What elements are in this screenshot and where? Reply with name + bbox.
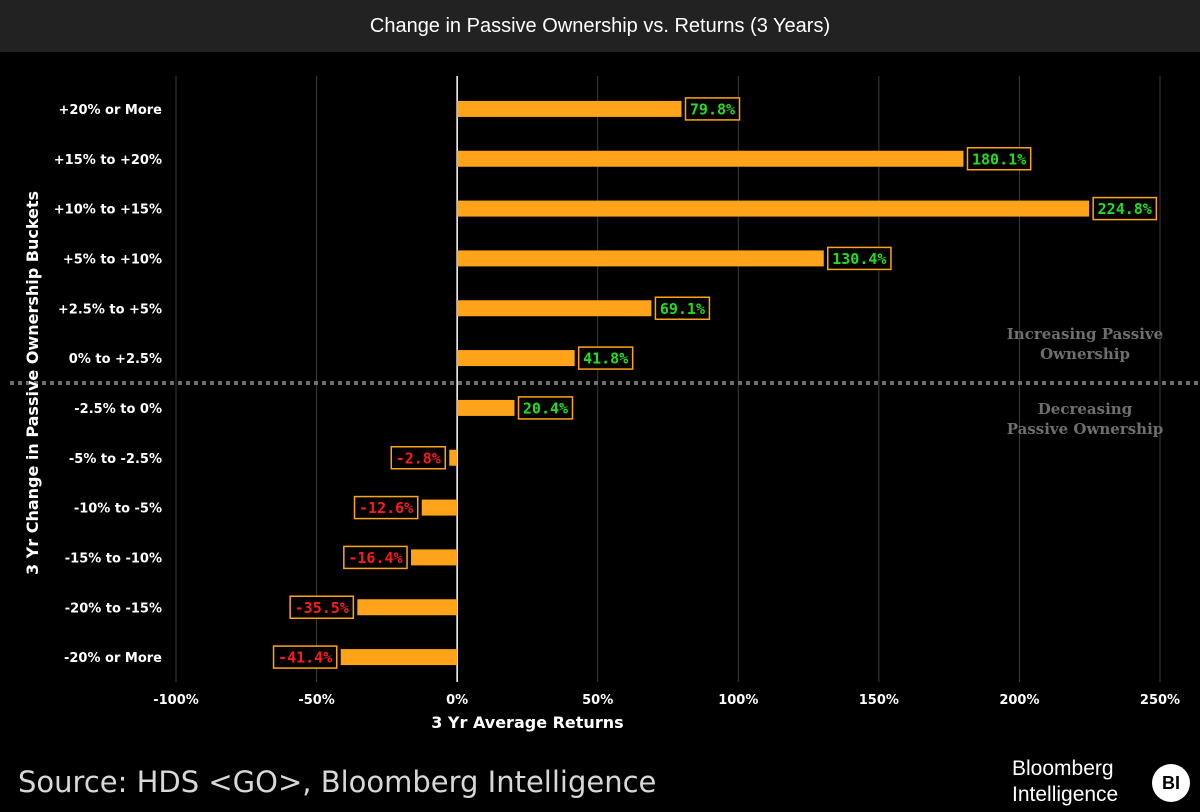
grid-lines [175, 76, 1161, 682]
x-tick-label: -100% [153, 693, 199, 708]
data-label: -35.5% [295, 599, 349, 617]
chart-title: Change in Passive Ownership vs. Returns … [369, 14, 831, 37]
logo-badge: BI [1152, 764, 1190, 802]
x-tick-label: -50% [298, 693, 335, 708]
x-tick-label: 200% [999, 693, 1039, 708]
x-tick-label: 250% [1140, 693, 1180, 708]
annotation-decreasing-passive-ownership: Decreasing Passive Ownership [1007, 400, 1164, 438]
bar [457, 150, 964, 167]
bar [357, 599, 458, 616]
data-label-box [654, 296, 711, 320]
data-label-box [577, 346, 634, 370]
data-label-box [289, 595, 355, 619]
logo-line-1: Bloomberg [1012, 757, 1114, 780]
x-tick-label: 50% [582, 693, 613, 708]
data-label-box [272, 645, 338, 669]
y-tick-label: -20% or More [64, 651, 162, 666]
logo-text: Bloomberg Intelligence [1012, 756, 1118, 808]
x-tick-labels: -100% -50% 0% 50% 100% 150% 200% 250% [153, 693, 1180, 708]
bar [457, 300, 652, 317]
data-label: 180.1% [972, 150, 1026, 168]
x-axis-title: 3 Yr Average Returns [431, 713, 623, 732]
bar [457, 350, 575, 367]
chart-title-bar: Change in Passive Ownership vs. Returns … [0, 0, 1200, 52]
data-label: 130.4% [832, 250, 886, 268]
y-tick-label: -10% to -5% [74, 502, 162, 517]
data-labels: 79.8% 180.1% 224.8% 130.4% 69.1% 41.8% 20.4% -2… [272, 97, 1158, 669]
bar [421, 499, 458, 516]
data-label-box [517, 396, 574, 420]
y-tick-label: +15% to +20% [54, 153, 162, 168]
data-label: 224.8% [1098, 200, 1152, 218]
chart-area: +20% or More +15% to +20% +10% to +15% +5% … [10, 66, 1200, 756]
data-label: 20.4% [523, 399, 568, 417]
annotation-increasing-passive-ownership: Increasing Passive Ownership [1007, 325, 1163, 363]
bar [457, 250, 824, 267]
y-tick-label: +10% to +15% [54, 203, 162, 218]
annotations: Increasing Passive Ownership Decreasing Pa… [1007, 325, 1164, 438]
x-tick-label: 100% [718, 693, 758, 708]
data-label: 41.8% [583, 350, 628, 368]
bar [340, 649, 458, 666]
data-label-box [390, 446, 447, 470]
bar [411, 549, 458, 566]
bars [340, 100, 1090, 666]
bar [449, 449, 458, 466]
bar-chart: +20% or More +15% to +20% +10% to +15% +5% … [10, 76, 1200, 732]
y-axis-title: 3 Yr Change in Passive Ownership Buckets [23, 191, 42, 575]
data-label: -41.4% [278, 649, 332, 667]
bloomberg-intelligence-logo: Bloomberg Intelligence BI [1012, 756, 1192, 810]
data-label: -16.4% [348, 549, 402, 567]
logo-line-2: Intelligence [1012, 783, 1119, 806]
data-label: 69.1% [660, 300, 705, 318]
y-tick-label: +2.5% to +5% [58, 302, 162, 317]
data-label-box [353, 495, 419, 520]
y-tick-label: 0% to +2.5% [69, 352, 162, 367]
y-tick-label: -5% to -2.5% [69, 452, 162, 467]
data-label-box [966, 147, 1032, 171]
y-tick-labels: +20% or More +15% to +20% +10% to +15% +5% … [54, 103, 162, 666]
x-tick-label: 150% [859, 693, 899, 708]
data-label: -2.8% [396, 449, 441, 467]
bar [457, 399, 515, 416]
y-tick-label: -2.5% to 0% [74, 402, 162, 417]
data-label-box [1092, 196, 1158, 221]
y-tick-label: -15% to -10% [65, 551, 162, 566]
data-label: 79.8% [690, 100, 735, 118]
y-tick-label: +5% to +10% [63, 252, 162, 267]
bar [457, 100, 682, 117]
bar [457, 200, 1090, 217]
y-tick-label: -20% to -15% [65, 601, 162, 616]
x-tick-label: 0% [446, 693, 468, 708]
data-label-box [343, 545, 408, 570]
data-label-box [827, 246, 892, 271]
source-note: Source: HDS <GO>, Bloomberg Intelligence [18, 765, 657, 799]
y-tick-label: +20% or More [59, 103, 163, 118]
data-label: -12.6% [359, 499, 413, 517]
data-label-box [684, 97, 741, 121]
